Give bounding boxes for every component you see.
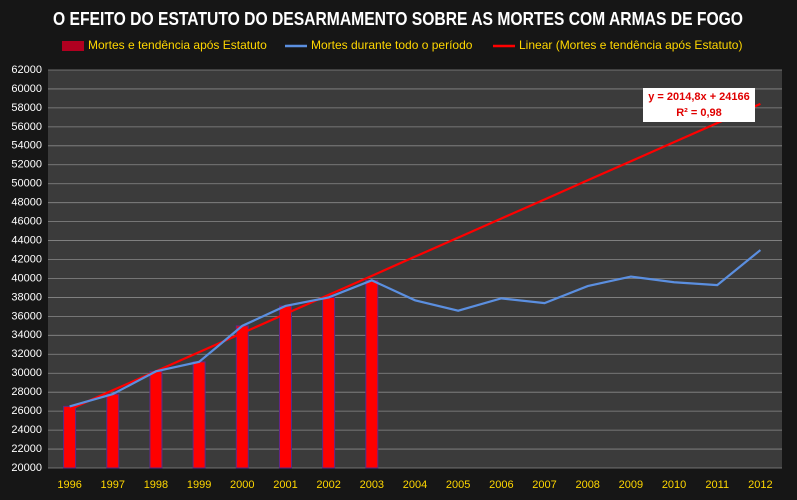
y-tick-label: 32000 [11,348,42,360]
y-tick-label: 24000 [11,424,42,436]
y-tick-label: 26000 [11,405,42,417]
line [69,249,762,408]
x-tick-label: 2006 [489,479,513,491]
y-tick-label: 38000 [11,291,42,303]
legend-label: Linear (Mortes e tendência após Estatuto… [519,38,742,52]
bar [278,305,292,469]
x-tick-label: 1998 [144,479,168,491]
annotation: R² = 0,98 [676,107,722,119]
x-tick-label: 2011 [705,479,729,491]
x-tick-label: 2003 [360,479,384,491]
legend-swatch [62,41,84,51]
x-tick-label: 2001 [273,479,297,491]
x-tick-label: 2010 [662,479,686,491]
y-tick-label: 62000 [11,64,42,76]
legend-label: Mortes e tendência após Estatuto [88,38,267,52]
x-tick-label: 2005 [446,479,470,491]
annotation-box [643,88,755,122]
x-tick-label: 2007 [532,479,556,491]
y-tick-label: 56000 [11,121,42,133]
y-tick-label: 46000 [11,216,42,228]
y-tick-label: 54000 [11,140,42,152]
y-tick-label: 58000 [11,102,42,114]
x-tick-label: 2009 [619,479,643,491]
legend-label: Mortes durante todo o período [311,38,473,52]
x-tick-label: 2008 [575,479,599,491]
y-tick-label: 30000 [11,367,42,379]
bar [149,370,163,469]
x-tick-label: 2012 [748,479,772,491]
bar [192,361,206,469]
annotation: y = 2014,8x + 24166 [648,91,750,103]
bar [235,325,249,469]
y-tick-label: 20000 [11,462,42,474]
y-tick-label: 22000 [11,443,42,455]
y-tick-label: 40000 [11,272,42,284]
y-tick-label: 42000 [11,253,42,265]
y-tick-label: 52000 [11,159,42,171]
y-tick-label: 44000 [11,234,42,246]
x-tick-label: 1996 [57,479,81,491]
y-tick-label: 34000 [11,329,42,341]
bar [106,393,120,469]
line [69,102,761,411]
y-tick-label: 36000 [11,310,42,322]
x-tick-label: 2004 [403,479,427,491]
y-tick-label: 50000 [11,178,42,190]
bar [63,405,77,469]
y-tick-label: 48000 [11,197,42,209]
chart-title: O EFEITO DO ESTATUTO DO DESARMAMENTO SOB… [53,9,743,29]
y-tick-label: 60000 [11,83,42,95]
y-tick-label: 28000 [11,386,42,398]
x-tick-label: 1997 [101,479,125,491]
bar [322,296,336,469]
x-tick-label: 1999 [187,479,211,491]
plot-area [48,70,782,468]
x-tick-label: 2002 [316,479,340,491]
bar [365,279,379,469]
x-tick-label: 2000 [230,479,254,491]
